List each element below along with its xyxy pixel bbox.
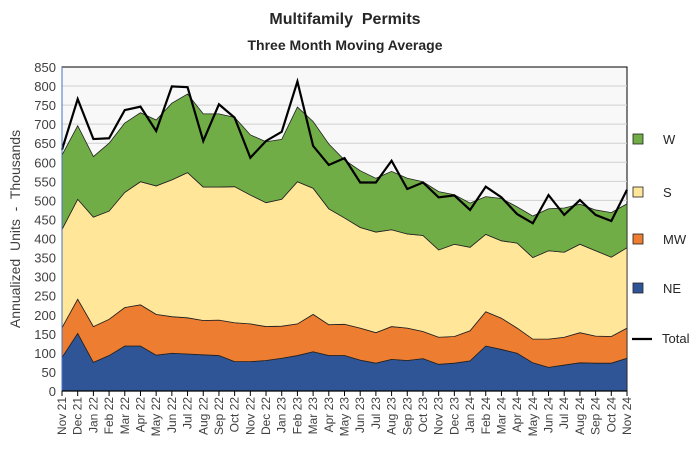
x-tick-label: Sep 22 — [212, 397, 226, 435]
x-tick-label: Apr 23 — [322, 397, 336, 433]
line-total — [60, 77, 628, 225]
y-tick-label: 50 — [42, 365, 56, 380]
x-tick-label: Jul 22 — [181, 397, 195, 429]
x-tick-label: Dec 23 — [447, 397, 461, 435]
x-tick-label: Dec 21 — [71, 397, 85, 435]
y-tick-label: 250 — [34, 289, 56, 304]
y-tick-label: 0 — [49, 384, 56, 399]
y-tick-label: 450 — [34, 212, 56, 227]
y-tick-label: 800 — [34, 79, 56, 94]
y-tick-label: 850 — [34, 60, 56, 75]
legend-label-mw: MW — [663, 232, 687, 247]
x-tick-label: Oct 24 — [604, 397, 618, 433]
x-tick-label: Mar 23 — [306, 397, 320, 435]
y-tick-label: 300 — [34, 270, 56, 285]
x-tick-label: Mar 24 — [494, 397, 508, 435]
x-tick-label: Apr 24 — [510, 397, 524, 433]
y-tick-label: 650 — [34, 136, 56, 151]
y-tick-label: 500 — [34, 193, 56, 208]
legend-label-total: Total — [662, 331, 690, 346]
x-tick-label: Feb 24 — [479, 397, 493, 435]
x-tick-label: Dec 22 — [259, 397, 273, 435]
x-tick-label: May 24 — [526, 397, 540, 437]
x-tick-label: Jul 23 — [369, 397, 383, 429]
x-tick-label: Mar 22 — [118, 397, 132, 435]
x-tick-label: Jul 24 — [557, 397, 571, 429]
y-tick-label: 600 — [34, 155, 56, 170]
x-tick-label: Jan 22 — [86, 397, 100, 433]
x-tick-label: Feb 23 — [290, 397, 304, 435]
x-tick-label: Oct 22 — [228, 397, 242, 433]
x-tick-label: Nov 23 — [432, 397, 446, 435]
x-tick-label: Jun 22 — [165, 397, 179, 433]
x-tick-label: Sep 24 — [589, 397, 603, 435]
y-tick-label: 550 — [34, 174, 56, 189]
y-axis-label: Annualized Units - Thousands — [7, 130, 23, 328]
x-tick-label: Aug 24 — [573, 397, 587, 435]
legend-swatch-ne — [632, 282, 644, 294]
x-tick-label: Oct 23 — [416, 397, 430, 433]
x-tick-label: Sep 23 — [400, 397, 414, 435]
y-tick-label: 750 — [34, 98, 56, 113]
legend-label-w: W — [663, 132, 676, 147]
legend-swatch-w — [632, 133, 644, 145]
y-tick-label: 200 — [34, 308, 56, 323]
x-tick-label: Nov 22 — [243, 397, 257, 435]
y-tick-label: 350 — [34, 251, 56, 266]
legend-swatch-s — [632, 186, 644, 198]
x-tick-label: May 22 — [149, 397, 163, 437]
chart-title: Multifamily Permits — [269, 11, 420, 28]
x-tick-label: Feb 22 — [102, 397, 116, 435]
x-tick-label: Jan 24 — [463, 397, 477, 433]
area-w — [61, 93, 628, 259]
x-tick-label: Aug 22 — [196, 397, 210, 435]
x-tick-label: Jun 23 — [353, 397, 367, 433]
y-tick-label: 700 — [34, 117, 56, 132]
legend-swatch-mw — [632, 233, 644, 245]
legend-label-ne: NE — [663, 281, 681, 296]
x-tick-label: May 23 — [338, 397, 352, 437]
x-tick-label: Jun 24 — [542, 397, 556, 433]
chart-subtitle: Three Month Moving Average — [248, 37, 443, 53]
x-tick-label: Nov 24 — [620, 397, 634, 435]
x-tick-label: Nov 21 — [55, 397, 69, 435]
y-tick-label: 100 — [34, 346, 56, 361]
x-tick-label: Jan 23 — [275, 397, 289, 433]
y-tick-label: 150 — [34, 327, 56, 342]
legend-label-s: S — [663, 185, 672, 200]
x-tick-label: Aug 23 — [385, 397, 399, 435]
x-tick-label: Apr 22 — [133, 397, 147, 433]
y-tick-label: 400 — [34, 232, 56, 247]
